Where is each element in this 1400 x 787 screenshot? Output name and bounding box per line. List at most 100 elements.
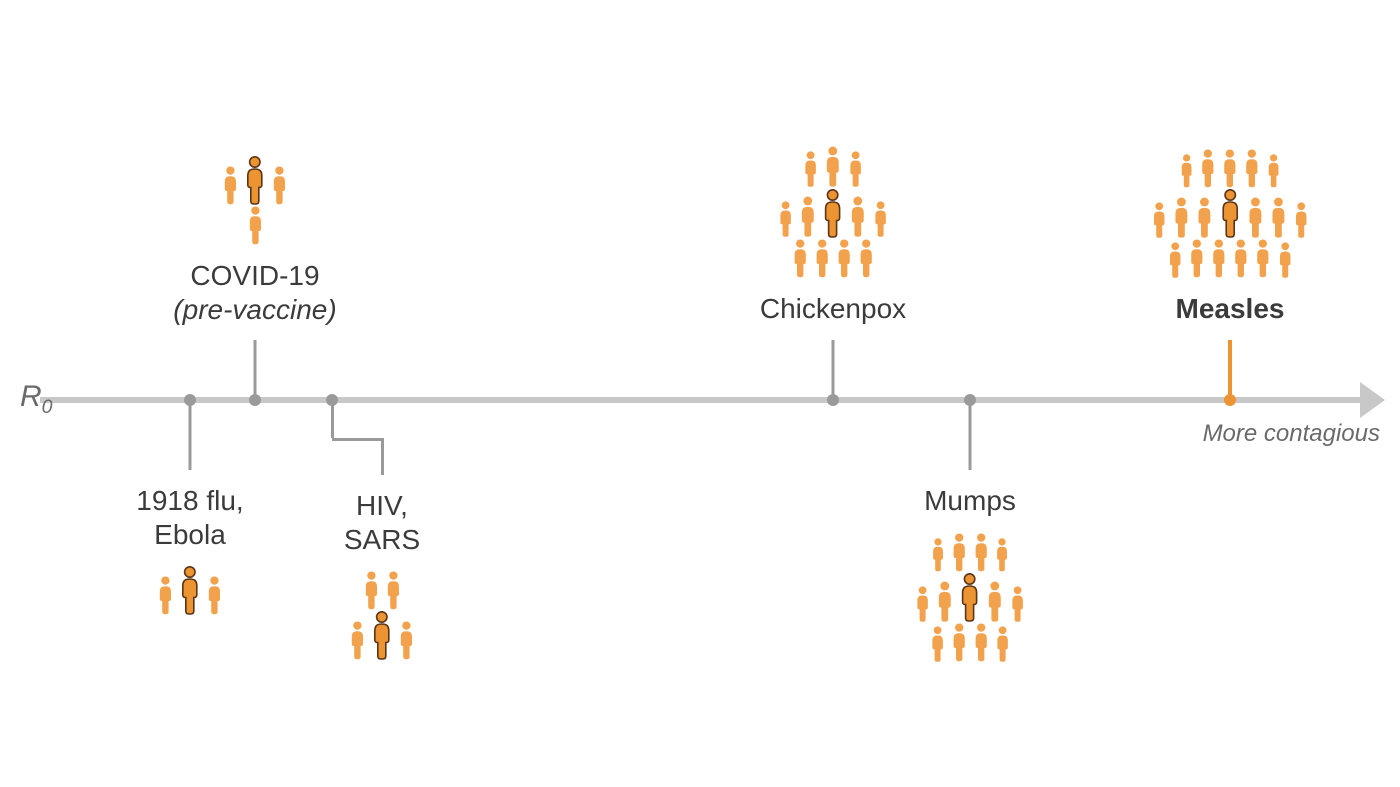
person-icon — [972, 532, 991, 572]
chickenpox-people-cluster — [777, 145, 890, 278]
person-icon — [178, 565, 202, 615]
chickenpox-tick-line — [832, 340, 835, 400]
person-icon — [949, 532, 968, 572]
flu_ebola-people-cluster — [156, 565, 224, 615]
person-icon — [370, 610, 394, 660]
covid-tick-line — [254, 340, 257, 400]
person-icon — [270, 165, 289, 205]
hiv_sars-row-0 — [361, 570, 402, 610]
chickenpox-label-line-0: Chickenpox — [760, 292, 906, 326]
person-icon — [221, 165, 240, 205]
infographic-container: R0 More contagious 1918 flu,Ebola COVID-19… — [0, 0, 1400, 787]
r0-letter: R — [20, 380, 42, 413]
person-icon — [397, 620, 416, 660]
person-icon — [949, 622, 968, 662]
hiv_sars-people-cluster — [348, 570, 416, 660]
covid-label: COVID-19(pre-vaccine) — [173, 259, 336, 326]
person-icon — [1276, 241, 1294, 279]
measles-row-1 — [1150, 188, 1310, 238]
hiv_sars-tick-elbow-v1 — [331, 400, 334, 438]
person-icon — [384, 570, 403, 610]
person-icon — [1187, 238, 1206, 278]
person-icon — [1178, 153, 1195, 188]
person-icon — [1150, 201, 1168, 239]
hiv_sars-label-line-0: HIV, — [344, 489, 420, 523]
person-icon — [1198, 148, 1217, 188]
person-icon — [935, 580, 955, 623]
axis-line — [40, 397, 1360, 403]
flu_ebola-tick-line — [189, 400, 192, 470]
chickenpox-row-0 — [802, 145, 864, 188]
measles-label: Measles — [1176, 292, 1285, 326]
flu_ebola-row-0 — [156, 565, 224, 615]
hiv_sars-label: HIV,SARS — [344, 489, 420, 556]
hiv_sars-row-1 — [348, 610, 416, 660]
chickenpox-row-2 — [790, 238, 876, 278]
person-icon — [835, 238, 854, 278]
person-icon — [857, 238, 876, 278]
person-icon — [243, 155, 267, 205]
covid-row-1 — [245, 205, 264, 245]
person-icon — [1232, 238, 1251, 278]
measles-tick-line — [1228, 340, 1232, 400]
person-icon — [1268, 196, 1288, 239]
person-icon — [245, 205, 264, 245]
flu_ebola-label: 1918 flu,Ebola — [136, 484, 243, 551]
person-icon — [1220, 148, 1239, 188]
person-icon — [958, 572, 982, 622]
mumps-row-0 — [930, 532, 1011, 572]
measles-people-cluster — [1150, 148, 1310, 278]
person-icon — [1218, 188, 1242, 238]
hiv_sars-label-line-1: SARS — [344, 523, 420, 557]
flu_ebola-label-line-1: Ebola — [136, 518, 243, 552]
axis-r0-label: R0 — [20, 380, 53, 419]
person-icon — [985, 580, 1005, 623]
person-icon — [928, 625, 946, 663]
person-icon — [846, 150, 864, 188]
chickenpox-label: Chickenpox — [760, 292, 906, 326]
person-icon — [914, 585, 932, 623]
person-icon — [994, 625, 1012, 663]
covid-row-0 — [221, 155, 289, 205]
person-icon — [823, 145, 843, 188]
person-icon — [1292, 201, 1310, 239]
hiv_sars-tick-elbow-h — [332, 438, 382, 441]
mumps-label: Mumps — [924, 484, 1016, 518]
person-icon — [871, 200, 889, 238]
r0-sub: 0 — [42, 396, 53, 418]
person-icon — [848, 195, 868, 238]
person-icon — [1008, 585, 1026, 623]
flu_ebola-label-line-0: 1918 flu, — [136, 484, 243, 518]
mumps-row-2 — [928, 622, 1011, 662]
mumps-row-1 — [914, 572, 1027, 622]
person-icon — [348, 620, 367, 660]
mumps-tick-line — [969, 400, 972, 470]
person-icon — [972, 622, 991, 662]
person-icon — [1171, 196, 1191, 239]
person-icon — [802, 150, 820, 188]
person-icon — [790, 238, 809, 278]
measles-row-0 — [1178, 148, 1281, 188]
axis-arrowhead — [1360, 382, 1385, 418]
person-icon — [361, 570, 380, 610]
hiv_sars-tick-elbow-v2 — [381, 438, 384, 475]
covid-people-cluster — [221, 155, 289, 245]
measles-label-line-0: Measles — [1176, 292, 1285, 326]
person-icon — [1254, 238, 1273, 278]
person-icon — [205, 575, 224, 615]
mumps-label-line-0: Mumps — [924, 484, 1016, 518]
covid-label-line-0: COVID-19 — [173, 259, 336, 293]
person-icon — [777, 200, 795, 238]
mumps-people-cluster — [914, 532, 1027, 662]
person-icon — [798, 195, 818, 238]
person-icon — [994, 537, 1011, 572]
person-icon — [1243, 148, 1262, 188]
person-icon — [930, 537, 947, 572]
person-icon — [1245, 196, 1265, 239]
axis-end-label: More contagious — [1203, 420, 1380, 448]
chickenpox-row-1 — [777, 188, 890, 238]
person-icon — [1209, 238, 1228, 278]
measles-row-2 — [1166, 238, 1294, 278]
person-icon — [812, 238, 831, 278]
person-icon — [1195, 196, 1215, 239]
